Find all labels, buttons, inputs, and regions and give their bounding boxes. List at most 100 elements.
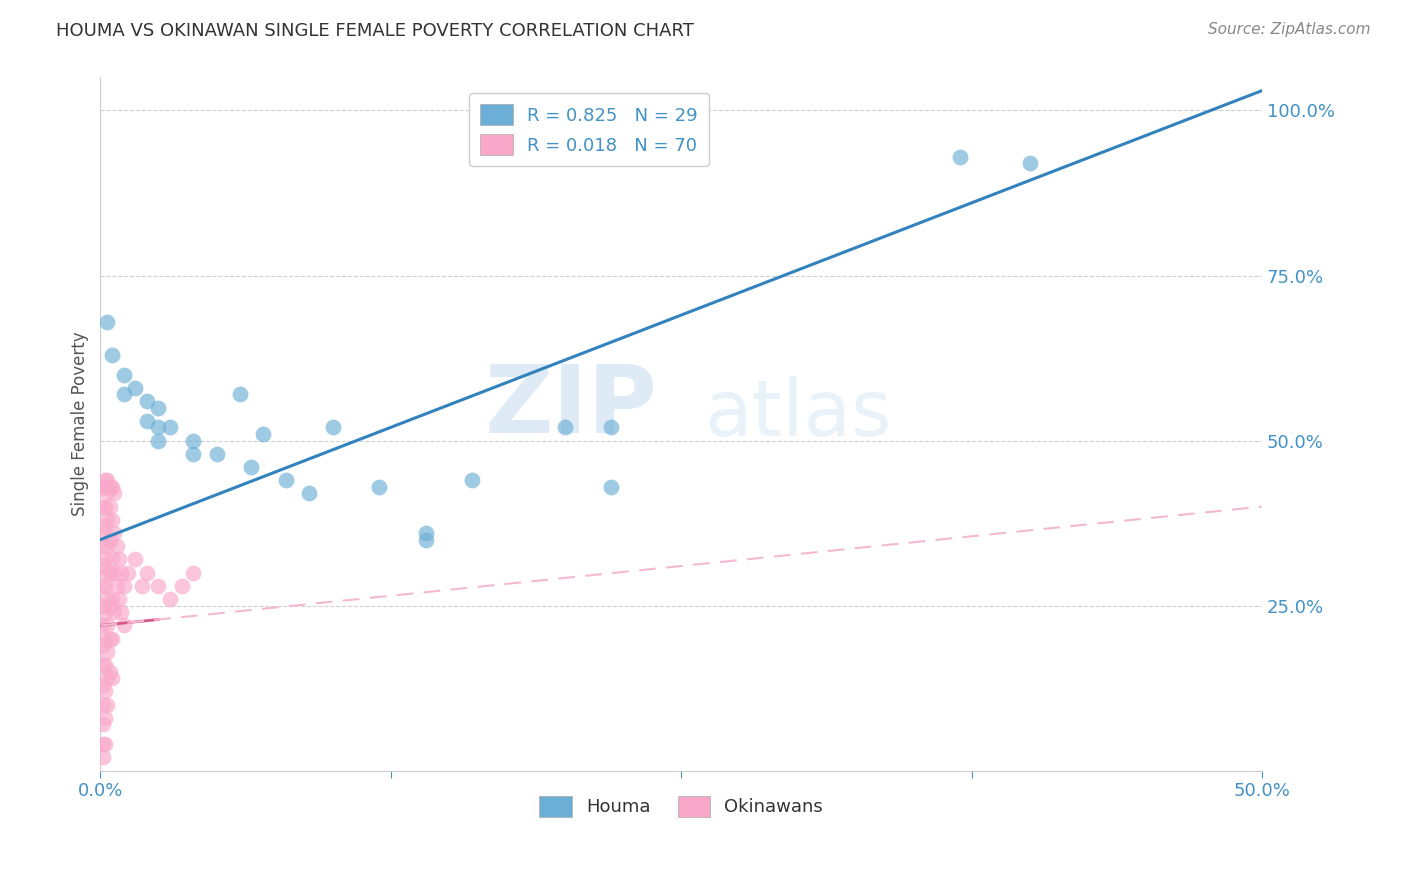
- Point: [124, 381, 146, 395]
- Point: [91, 618, 114, 632]
- Point: [91, 480, 114, 494]
- Point: [240, 460, 263, 475]
- Point: [181, 434, 204, 448]
- Point: [91, 579, 114, 593]
- Point: [94, 605, 117, 619]
- Point: [94, 500, 117, 514]
- Point: [108, 552, 131, 566]
- Point: [117, 566, 139, 580]
- Point: [91, 519, 114, 533]
- Point: [101, 671, 124, 685]
- Point: [96, 592, 118, 607]
- Point: [322, 420, 344, 434]
- Point: [91, 500, 114, 514]
- Point: [229, 387, 252, 401]
- Point: [170, 579, 193, 593]
- Point: [101, 632, 124, 646]
- Text: atlas: atlas: [704, 376, 891, 451]
- Point: [108, 592, 131, 607]
- Point: [91, 539, 114, 553]
- Point: [368, 480, 391, 494]
- Point: [124, 552, 146, 566]
- Point: [96, 671, 118, 685]
- Point: [112, 618, 135, 632]
- Point: [91, 750, 114, 764]
- Point: [205, 447, 228, 461]
- Point: [96, 315, 118, 329]
- Point: [96, 566, 118, 580]
- Point: [98, 480, 121, 494]
- Point: [461, 473, 484, 487]
- Point: [181, 447, 204, 461]
- Point: [91, 599, 114, 613]
- Point: [94, 658, 117, 673]
- Point: [298, 486, 321, 500]
- Point: [103, 605, 125, 619]
- Text: ZIP: ZIP: [485, 360, 658, 453]
- Point: [96, 618, 118, 632]
- Point: [252, 427, 274, 442]
- Point: [91, 737, 114, 751]
- Text: HOUMA VS OKINAWAN SINGLE FEMALE POVERTY CORRELATION CHART: HOUMA VS OKINAWAN SINGLE FEMALE POVERTY …: [56, 22, 695, 40]
- Point: [103, 486, 125, 500]
- Point: [415, 526, 437, 541]
- Point: [112, 368, 135, 382]
- Point: [159, 592, 181, 607]
- Point: [101, 348, 124, 362]
- Point: [159, 420, 181, 434]
- Point: [98, 500, 121, 514]
- Point: [276, 473, 298, 487]
- Point: [94, 480, 117, 494]
- Point: [94, 473, 117, 487]
- Point: [148, 401, 170, 415]
- Point: [96, 645, 118, 659]
- Point: [101, 552, 124, 566]
- Point: [94, 632, 117, 646]
- Point: [96, 698, 118, 712]
- Point: [94, 526, 117, 541]
- Point: [91, 717, 114, 731]
- Point: [101, 480, 124, 494]
- Point: [98, 632, 121, 646]
- Point: [101, 592, 124, 607]
- Point: [949, 150, 972, 164]
- Point: [96, 513, 118, 527]
- Point: [91, 559, 114, 574]
- Point: [94, 684, 117, 698]
- Point: [98, 566, 121, 580]
- Point: [98, 665, 121, 679]
- Point: [96, 486, 118, 500]
- Point: [105, 539, 128, 553]
- Point: [135, 394, 157, 409]
- Point: [131, 579, 153, 593]
- Point: [91, 698, 114, 712]
- Legend: Houma, Okinawans: Houma, Okinawans: [531, 789, 831, 824]
- Point: [135, 414, 157, 428]
- Point: [96, 473, 118, 487]
- Point: [135, 566, 157, 580]
- Y-axis label: Single Female Poverty: Single Female Poverty: [72, 332, 89, 516]
- Point: [91, 678, 114, 692]
- Point: [181, 566, 204, 580]
- Point: [98, 533, 121, 547]
- Point: [101, 513, 124, 527]
- Point: [94, 737, 117, 751]
- Point: [94, 579, 117, 593]
- Point: [110, 566, 132, 580]
- Point: [112, 387, 135, 401]
- Point: [415, 533, 437, 547]
- Point: [112, 579, 135, 593]
- Point: [1018, 156, 1040, 170]
- Point: [554, 420, 576, 434]
- Text: Source: ZipAtlas.com: Source: ZipAtlas.com: [1208, 22, 1371, 37]
- Point: [103, 566, 125, 580]
- Point: [600, 420, 623, 434]
- Point: [91, 638, 114, 652]
- Point: [600, 480, 623, 494]
- Point: [110, 605, 132, 619]
- Point: [94, 711, 117, 725]
- Point: [148, 420, 170, 434]
- Point: [96, 539, 118, 553]
- Point: [103, 526, 125, 541]
- Point: [98, 599, 121, 613]
